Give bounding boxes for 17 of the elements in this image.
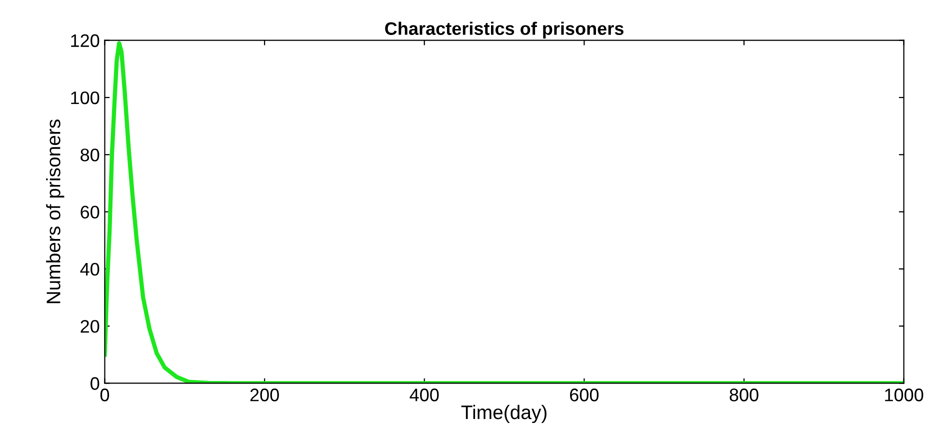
x-axis-title: Time(day) xyxy=(461,404,546,424)
y-tick-label: 80 xyxy=(80,148,100,162)
y-tick-label: 100 xyxy=(71,91,100,104)
x-tick-label: 600 xyxy=(570,388,599,402)
y-axis-title: Numbers of prisoners xyxy=(46,120,64,304)
y-tick-label: 60 xyxy=(80,206,100,219)
x-tick-label: 400 xyxy=(410,388,439,402)
x-tick-label: 200 xyxy=(250,388,279,402)
y-tick-label: 20 xyxy=(80,320,100,333)
y-tick-label: 120 xyxy=(71,34,100,48)
line-series xyxy=(104,41,904,384)
x-tick-label: 800 xyxy=(730,388,758,402)
x-tick-label: 1000 xyxy=(885,388,924,402)
chart-title: Characteristics of prisoners xyxy=(385,22,624,39)
y-tick-label: 40 xyxy=(80,262,100,276)
y-tick-label: 0 xyxy=(90,377,100,390)
x-tick-label: 0 xyxy=(100,388,110,402)
